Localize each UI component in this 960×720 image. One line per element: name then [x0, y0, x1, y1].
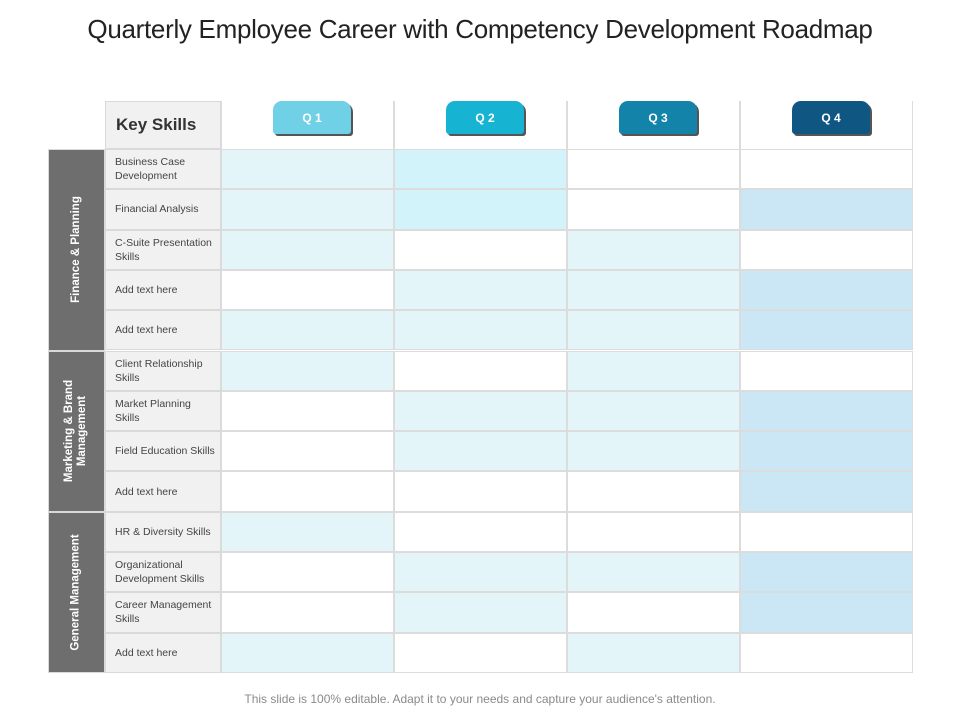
category-label: Finance & Planning	[48, 149, 105, 351]
category-label: Marketing & Brand Management	[48, 350, 105, 512]
quarter-tab-q4[interactable]: Q 4	[792, 101, 870, 134]
roadmap-cell-q3[interactable]	[567, 592, 740, 633]
skill-label-text: Add text here	[115, 646, 178, 659]
roadmap-cell-q1[interactable]	[221, 269, 394, 311]
skill-label-text: Financial Analysis	[115, 203, 199, 216]
roadmap-cell-q2[interactable]	[394, 552, 567, 593]
roadmap-cell-q2[interactable]	[394, 592, 567, 633]
category-label-text: Finance & Planning	[70, 196, 82, 304]
page-title: Quarterly Employee Career with Competenc…	[87, 14, 873, 44]
roadmap-cell-q2[interactable]	[394, 229, 567, 270]
roadmap-cell-q4[interactable]	[740, 269, 913, 311]
skill-label: Business Case Development	[105, 149, 221, 190]
roadmap-cell-q1[interactable]	[221, 189, 394, 230]
roadmap-cell-q1[interactable]	[221, 149, 394, 190]
skill-label: Field Education Skills	[105, 431, 221, 472]
roadmap-cell-q3[interactable]	[567, 511, 740, 552]
quarter-header-column	[221, 101, 394, 149]
roadmap-cell-q1[interactable]	[221, 552, 394, 593]
roadmap-cell-q3[interactable]	[567, 431, 740, 472]
skill-label: Organizational Development Skills	[105, 552, 221, 593]
category-label-text: Marketing & Brand Management	[63, 379, 89, 483]
skill-label: Financial Analysis	[105, 189, 221, 230]
roadmap-cell-q2[interactable]	[394, 431, 567, 472]
roadmap-cell-q2[interactable]	[394, 310, 567, 351]
skill-label-text: Field Education Skills	[115, 445, 215, 458]
roadmap-cell-q1[interactable]	[221, 390, 394, 432]
roadmap-cell-q3[interactable]	[567, 189, 740, 230]
roadmap-cell-q4[interactable]	[740, 431, 913, 472]
key-skills-header: Key Skills	[105, 101, 221, 149]
skill-label: Add text here	[105, 632, 221, 673]
roadmap-cell-q3[interactable]	[567, 390, 740, 432]
skill-label-text: HR & Diversity Skills	[115, 525, 211, 538]
roadmap-cell-q4[interactable]	[740, 632, 913, 673]
skill-label-text: Add text here	[115, 324, 178, 337]
roadmap-cell-q4[interactable]	[740, 511, 913, 552]
quarter-header-column	[567, 101, 740, 149]
roadmap-cell-q1[interactable]	[221, 511, 394, 552]
roadmap-cell-q2[interactable]	[394, 632, 567, 673]
roadmap-cell-q4[interactable]	[740, 189, 913, 230]
skill-label: HR & Diversity Skills	[105, 511, 221, 552]
quarter-header-column	[740, 101, 913, 149]
roadmap-cell-q1[interactable]	[221, 632, 394, 673]
roadmap-cell-q2[interactable]	[394, 189, 567, 230]
skill-label-text: Add text here	[115, 284, 178, 297]
skill-label: Add text here	[105, 310, 221, 351]
roadmap-cell-q3[interactable]	[567, 269, 740, 311]
quarter-tab-q2[interactable]: Q 2	[446, 101, 524, 134]
roadmap-cell-q2[interactable]	[394, 350, 567, 391]
skill-label-text: Business Case Development	[115, 156, 186, 183]
skill-label-text: Organizational Development Skills	[115, 559, 205, 586]
roadmap-cell-q3[interactable]	[567, 552, 740, 593]
roadmap-cell-q4[interactable]	[740, 471, 913, 512]
roadmap-cell-q2[interactable]	[394, 511, 567, 552]
footer-note: This slide is 100% editable. Adapt it to…	[244, 692, 716, 706]
roadmap-cell-q4[interactable]	[740, 552, 913, 593]
roadmap-cell-q3[interactable]	[567, 350, 740, 391]
roadmap-cell-q4[interactable]	[740, 592, 913, 633]
roadmap-cell-q3[interactable]	[567, 632, 740, 673]
roadmap-cell-q1[interactable]	[221, 471, 394, 512]
roadmap-cell-q1[interactable]	[221, 310, 394, 351]
roadmap-cell-q1[interactable]	[221, 592, 394, 633]
roadmap-cell-q4[interactable]	[740, 229, 913, 270]
skill-label-text: Career Management Skills	[115, 599, 212, 626]
roadmap-cell-q1[interactable]	[221, 229, 394, 270]
roadmap-cell-q2[interactable]	[394, 471, 567, 512]
roadmap-cell-q3[interactable]	[567, 471, 740, 512]
roadmap-cell-q1[interactable]	[221, 431, 394, 472]
skill-label: Add text here	[105, 269, 221, 311]
quarter-tab-q1[interactable]: Q 1	[273, 101, 351, 134]
skill-label: C-Suite Presentation Skills	[105, 229, 221, 270]
quarter-header-column	[394, 101, 567, 149]
skill-label-text: Market Planning Skills	[115, 397, 191, 424]
roadmap-cell-q4[interactable]	[740, 149, 913, 190]
category-label-text: General Management	[70, 534, 83, 651]
quarter-tab-q3[interactable]: Q 3	[619, 101, 697, 134]
roadmap-cell-q4[interactable]	[740, 390, 913, 432]
roadmap-cell-q2[interactable]	[394, 149, 567, 190]
roadmap-cell-q3[interactable]	[567, 310, 740, 351]
roadmap-cell-q2[interactable]	[394, 269, 567, 311]
roadmap-cell-q4[interactable]	[740, 350, 913, 391]
skill-label: Career Management Skills	[105, 592, 221, 633]
roadmap-cell-q1[interactable]	[221, 350, 394, 391]
skill-label: Market Planning Skills	[105, 390, 221, 432]
category-label: General Management	[48, 511, 105, 673]
skill-label-text: Client Relationship Skills	[115, 357, 203, 384]
roadmap-cell-q2[interactable]	[394, 390, 567, 432]
roadmap-cell-q3[interactable]	[567, 229, 740, 270]
skill-label: Add text here	[105, 471, 221, 512]
roadmap-cell-q3[interactable]	[567, 149, 740, 190]
skill-label: Client Relationship Skills	[105, 350, 221, 391]
skill-label-text: C-Suite Presentation Skills	[115, 236, 212, 263]
skill-label-text: Add text here	[115, 485, 178, 498]
roadmap-cell-q4[interactable]	[740, 310, 913, 351]
